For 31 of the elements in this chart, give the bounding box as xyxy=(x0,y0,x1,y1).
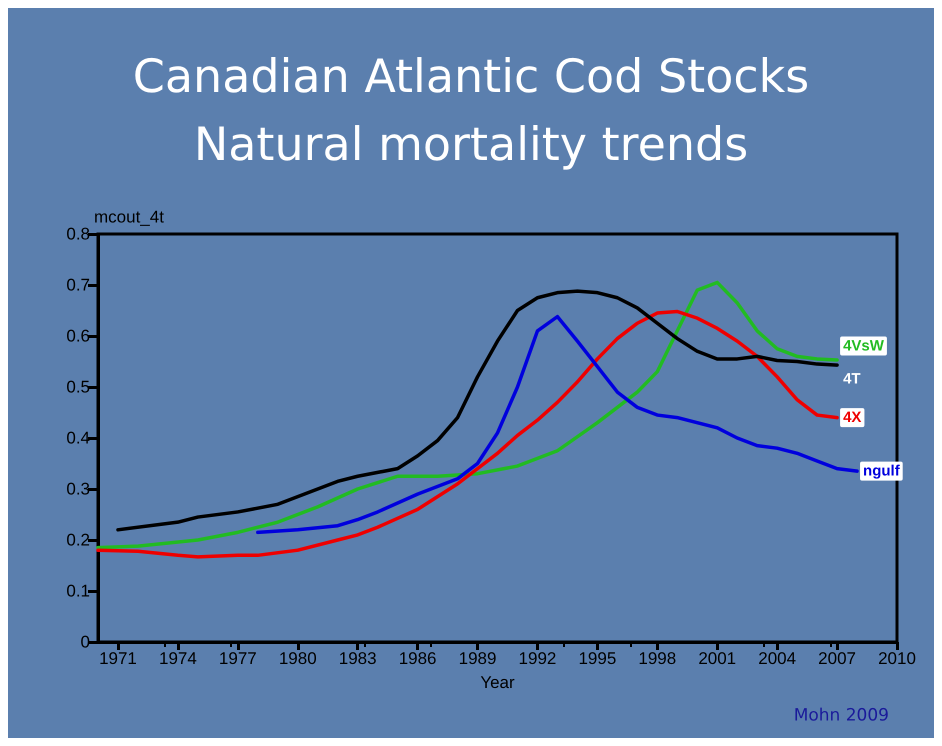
x-tick-label: 2001 xyxy=(698,649,736,668)
text: Mohn 2009 xyxy=(794,706,890,726)
x-tick-label: 2004 xyxy=(758,649,796,668)
x-tick-label: 1992 xyxy=(518,649,556,668)
y-tick-label: 0.8 xyxy=(66,224,90,244)
y-axis-title: mcout_4t xyxy=(94,208,164,227)
y-tick-label: 0.3 xyxy=(66,480,90,498)
x-tick-label: 1989 xyxy=(458,649,496,668)
x-tick-label: 1977 xyxy=(218,649,257,668)
chart-subtitle: Natural mortality trends xyxy=(194,117,748,171)
series-label: ngulf xyxy=(863,462,901,480)
series-label: 4VsW xyxy=(843,337,885,354)
x-tick-label: 2007 xyxy=(818,649,856,668)
x-tick-label: 1971 xyxy=(99,649,137,668)
x-tick-label: 1995 xyxy=(578,649,616,668)
x-tick-label: 1974 xyxy=(158,649,197,668)
series-label: 4T xyxy=(843,370,861,388)
x-tick-label: 1998 xyxy=(638,649,676,668)
y-tick-label: 0.6 xyxy=(66,326,90,346)
y-tick-label: 0.5 xyxy=(66,378,90,396)
y-tick-label: 0.7 xyxy=(66,276,90,294)
series-label: 4X xyxy=(843,409,862,426)
chart-title: Canadian Atlantic Cod Stocks xyxy=(132,49,810,103)
x-tick-label: 1986 xyxy=(398,649,437,668)
x-tick-label: 1983 xyxy=(338,649,377,668)
x-axis-title: Year xyxy=(480,673,516,692)
y-tick-label: 0.1 xyxy=(66,582,90,600)
x-tick-label: 1980 xyxy=(278,649,317,668)
y-tick-label: 0.4 xyxy=(66,428,90,448)
y-tick-label: 0.2 xyxy=(66,530,90,550)
x-tick-label: 2010 xyxy=(878,649,916,668)
